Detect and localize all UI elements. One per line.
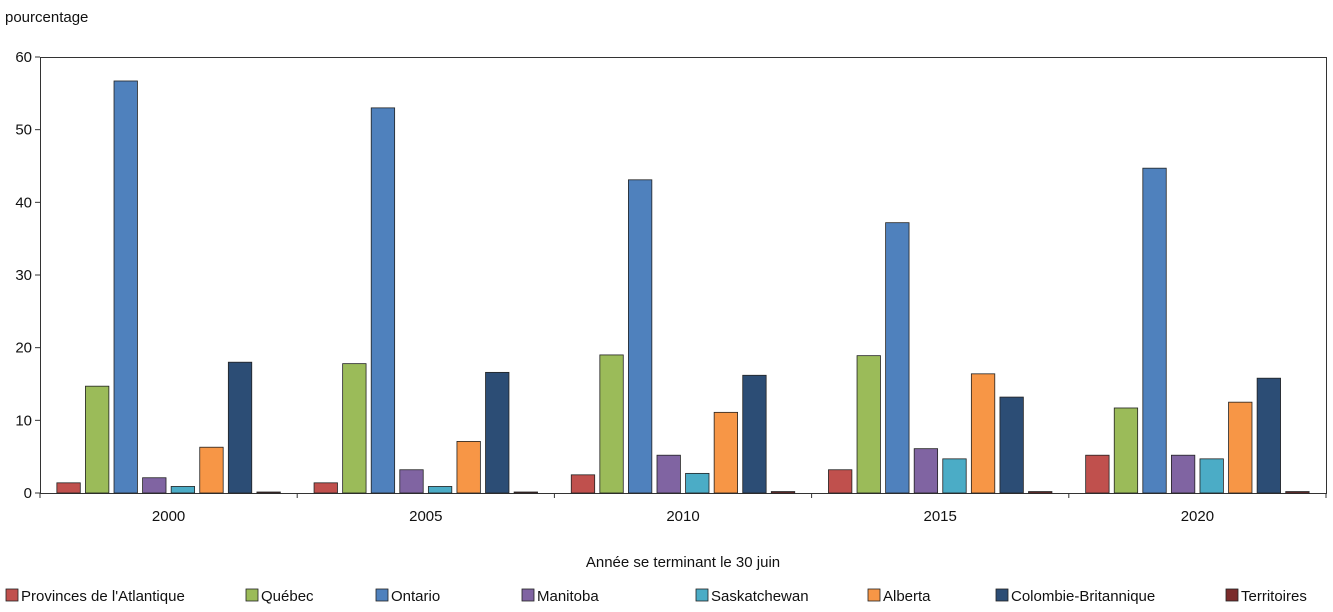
bar — [570, 474, 596, 494]
x-tick-label: 2020 — [1181, 508, 1214, 525]
y-tick-label: 60 — [15, 49, 32, 66]
bar — [885, 222, 910, 494]
bar — [85, 385, 110, 494]
bar — [942, 458, 967, 494]
bar — [599, 354, 624, 494]
bar — [256, 491, 281, 494]
bar — [656, 454, 681, 494]
bar — [1113, 407, 1139, 494]
legend-label: Manitoba — [537, 588, 599, 605]
legend-label: Colombie-Britannique — [1011, 588, 1155, 605]
legend-label: Québec — [261, 588, 314, 605]
legend-swatch — [375, 588, 389, 602]
bar — [199, 446, 224, 494]
bar — [342, 363, 367, 494]
bar — [485, 371, 510, 494]
bar — [856, 355, 881, 494]
legend-swatch — [5, 588, 19, 602]
bar — [427, 486, 453, 494]
bar — [628, 179, 653, 494]
x-tick-label: 2010 — [666, 508, 699, 525]
legend-swatch — [867, 588, 881, 602]
bar — [1228, 401, 1253, 494]
legend-swatch — [995, 588, 1009, 602]
bar — [513, 491, 538, 494]
bar — [1285, 491, 1310, 494]
bar — [999, 396, 1024, 494]
bar — [56, 482, 81, 494]
y-tick-label: 10 — [15, 412, 32, 429]
bar — [313, 482, 338, 494]
y-axis: 0 10 20 30 40 50 60 — [15, 49, 40, 502]
x-tick-label: 2015 — [924, 508, 957, 525]
x-axis-title: Année se terminant le 30 juin — [586, 554, 780, 571]
y-tick-label: 50 — [15, 122, 32, 139]
bar — [1028, 491, 1053, 494]
bar — [399, 469, 424, 494]
bar — [1199, 458, 1224, 494]
bar — [913, 448, 939, 494]
plot-frame — [40, 57, 1327, 494]
bar — [685, 472, 710, 494]
bar-marks — [56, 80, 1310, 494]
bar — [713, 411, 738, 494]
bar — [770, 491, 796, 494]
bar — [1170, 454, 1196, 494]
bar — [170, 486, 195, 494]
x-tick-label: 2000 — [152, 508, 185, 525]
bar — [113, 80, 138, 494]
y-axis-title: pourcentage — [5, 9, 88, 26]
legend-swatch — [521, 588, 535, 602]
y-tick-label: 30 — [15, 267, 32, 284]
bar — [370, 107, 396, 494]
bar — [1142, 167, 1167, 494]
bar — [227, 361, 253, 494]
x-axis: 2000 2005 2010 2015 2020 — [39, 493, 1327, 525]
x-tick-label: 2005 — [409, 508, 442, 525]
legend-label: Provinces de l'Atlantique — [21, 588, 185, 605]
legend-swatch — [1225, 588, 1239, 602]
y-tick-label: 20 — [15, 340, 32, 357]
legend: Provinces de l'Atlantique Québec Ontario Ma… — [5, 588, 1307, 605]
legend-label: Alberta — [883, 588, 931, 605]
bar — [1085, 454, 1110, 494]
bar — [828, 469, 853, 494]
y-tick-label: 0 — [24, 485, 32, 502]
legend-label: Ontario — [391, 588, 440, 605]
bar — [742, 374, 767, 494]
legend-label: Territoires — [1241, 588, 1307, 605]
y-tick-label: 40 — [15, 194, 32, 211]
legend-swatch — [695, 588, 709, 602]
legend-label: Saskatchewan — [711, 588, 809, 605]
bar — [142, 477, 167, 494]
legend-swatch — [245, 588, 259, 602]
bar — [970, 373, 996, 494]
bar — [1256, 377, 1281, 494]
bar — [456, 441, 481, 494]
